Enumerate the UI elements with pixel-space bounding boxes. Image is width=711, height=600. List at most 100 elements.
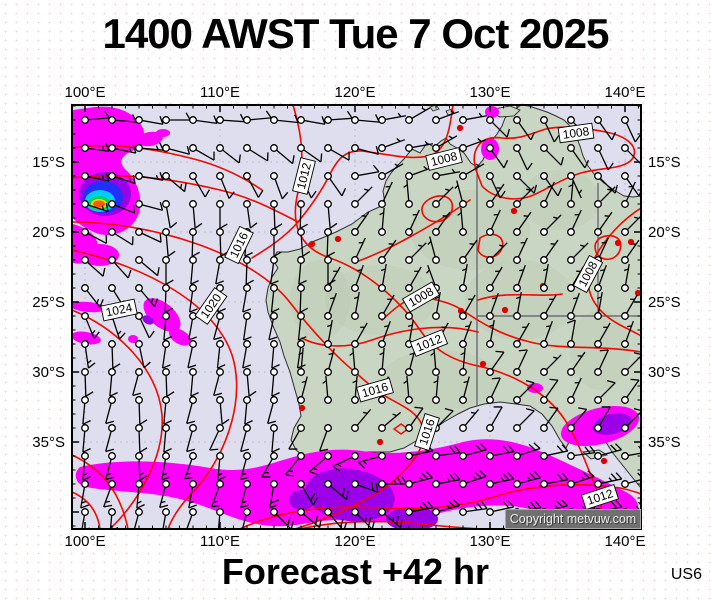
wind-barb xyxy=(161,340,171,369)
wind-barb-tick xyxy=(136,504,145,509)
wind-barb xyxy=(567,179,575,208)
wind-barb xyxy=(378,320,391,348)
wind-barb-tick xyxy=(215,280,224,285)
wind-barb-station xyxy=(459,284,467,292)
wind-barb-station xyxy=(189,200,197,208)
wind-barb-shaft xyxy=(246,207,252,229)
wind-barb-station xyxy=(135,312,143,320)
wind-barb-tick xyxy=(364,188,369,191)
wind-barb xyxy=(567,377,582,404)
wind-barb-tick xyxy=(491,377,501,380)
wind-barb-shaft xyxy=(598,349,609,370)
wind-barb-station xyxy=(162,116,170,124)
wind-barb-tick xyxy=(419,505,424,510)
wind-barb xyxy=(432,499,460,516)
wind-barb xyxy=(135,200,164,211)
wind-barb xyxy=(162,396,172,425)
wind-barb xyxy=(308,452,332,476)
wind-barb-tick xyxy=(560,156,565,166)
wind-barb-tick xyxy=(424,140,429,146)
wind-barb-tick xyxy=(271,392,280,397)
wind-barb-tick xyxy=(298,280,307,285)
wind-barb-shaft xyxy=(491,406,503,426)
wind-barb xyxy=(405,406,424,432)
wind-barb-tick xyxy=(186,472,191,475)
wind-barb-tick xyxy=(309,471,318,476)
wind-barb-tick xyxy=(418,244,423,247)
wind-barb-station xyxy=(108,424,116,432)
wind-barb-shaft xyxy=(382,181,393,202)
wind-barb-tick xyxy=(526,162,533,171)
wind-barb-shaft xyxy=(82,459,86,481)
wind-barb-station xyxy=(432,200,440,208)
wind-barb-station xyxy=(324,452,332,460)
wind-barb-shaft xyxy=(518,382,535,399)
wind-barb-station xyxy=(216,508,224,516)
wind-barb-tick xyxy=(127,269,132,279)
wind-barb-tick xyxy=(160,500,166,504)
wind-barb xyxy=(243,110,272,124)
wind-barb-tick xyxy=(507,500,515,508)
wind-barb-station xyxy=(162,396,170,404)
wind-barb-shaft xyxy=(626,411,641,427)
wind-barb-station xyxy=(243,200,251,208)
wind-barb-shaft xyxy=(491,150,505,169)
wind-barb-station xyxy=(513,228,521,236)
wind-barb-station xyxy=(270,396,278,404)
wind-barb xyxy=(513,264,526,292)
wind-barb-shaft xyxy=(409,209,420,230)
wind-barb xyxy=(297,228,311,257)
wind-barb-shaft xyxy=(626,294,638,314)
wind-barb xyxy=(594,472,623,488)
wind-barb-shaft xyxy=(326,235,329,257)
isobar-label-text: 1008 xyxy=(562,124,591,142)
wind-barb-station xyxy=(621,340,629,348)
wind-barb-station xyxy=(270,256,278,264)
wind-barb-shaft xyxy=(545,379,559,398)
wind-barb xyxy=(486,350,505,376)
wind-barb-shaft xyxy=(249,149,268,162)
wind-barb-station xyxy=(459,228,467,236)
wind-barb-tick xyxy=(105,143,110,152)
wind-barb xyxy=(567,144,590,169)
precip-area xyxy=(72,301,106,313)
station-dot xyxy=(479,360,487,368)
wind-barb-shaft xyxy=(88,147,110,153)
wind-barb-shaft xyxy=(190,375,194,397)
wind-barb xyxy=(243,368,257,397)
wind-barb xyxy=(486,172,506,199)
wind-barb-shaft xyxy=(385,115,407,121)
wind-barb-tick xyxy=(213,500,218,503)
wind-barb-station xyxy=(459,312,467,320)
wind-barb xyxy=(621,239,640,264)
wind-barb-tick xyxy=(642,472,648,478)
wind-barb-tick xyxy=(298,352,303,356)
wind-barb xyxy=(189,228,200,257)
wind-barb-shaft xyxy=(165,207,171,229)
wind-barb-shaft xyxy=(518,211,532,230)
wind-barb-shaft xyxy=(142,147,164,151)
wind-barb-shaft xyxy=(132,375,139,396)
wind-barb-station xyxy=(621,228,629,236)
wind-barb-station xyxy=(297,312,305,320)
wind-barb-station xyxy=(594,116,602,124)
wind-barb-tick xyxy=(502,473,510,481)
wind-barb xyxy=(297,508,322,529)
wind-barb xyxy=(132,368,143,397)
wind-barb-station xyxy=(216,116,224,124)
wind-barb-tick xyxy=(561,499,568,507)
wind-barb-shaft xyxy=(410,242,427,259)
wind-barb xyxy=(319,424,332,452)
wind-barb-shaft xyxy=(223,119,245,123)
wind-barb-tick xyxy=(448,135,454,139)
wind-barb-shaft xyxy=(406,179,410,201)
wind-barb xyxy=(486,500,515,516)
wind-barb-shaft xyxy=(240,459,247,480)
wind-barb xyxy=(351,480,379,493)
precip-area xyxy=(289,490,315,510)
wind-barb-shaft xyxy=(195,149,215,161)
wind-barb-shaft xyxy=(517,237,528,258)
wind-barb-station xyxy=(540,480,548,488)
wind-barb-shaft xyxy=(103,486,112,508)
